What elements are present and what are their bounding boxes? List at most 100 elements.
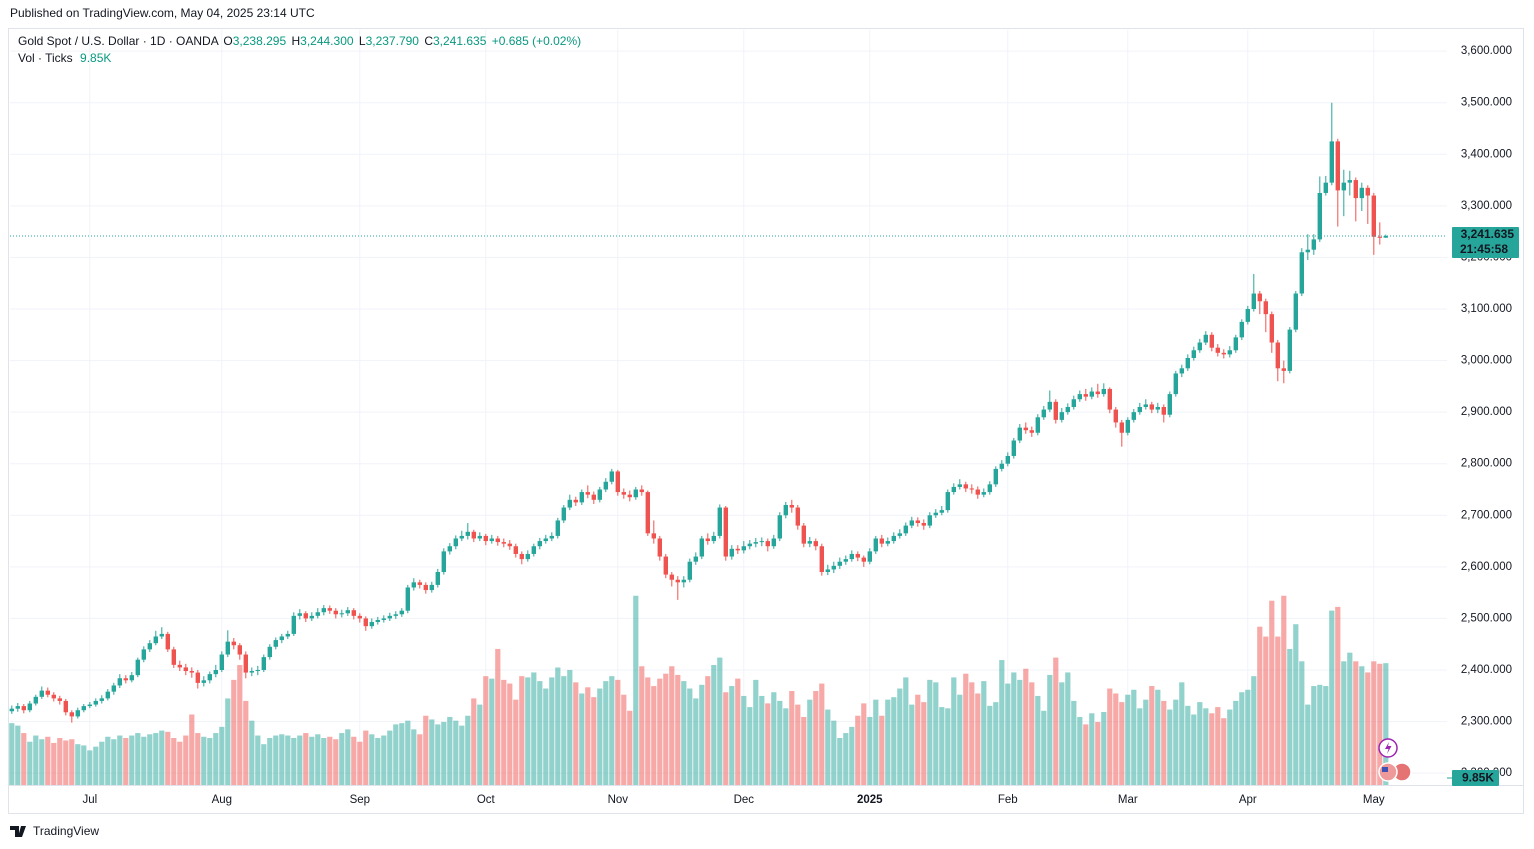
volume-bar bbox=[33, 735, 39, 785]
volume-bar bbox=[1251, 676, 1257, 785]
candle-body bbox=[1365, 187, 1370, 196]
candle-body bbox=[1305, 249, 1310, 253]
volume-bar bbox=[471, 698, 477, 785]
legend-line: Gold Spot / U.S. Dollar · 1D · OANDA O3,… bbox=[18, 34, 581, 48]
candle-body bbox=[1095, 391, 1100, 395]
candle-body bbox=[807, 541, 812, 544]
candle-body bbox=[1113, 409, 1118, 423]
volume-bar bbox=[243, 700, 249, 785]
footer: TradingView bbox=[10, 824, 99, 838]
volume-bar bbox=[447, 716, 453, 785]
candle-body bbox=[1071, 399, 1076, 407]
candle-body bbox=[81, 706, 86, 711]
volume-bar bbox=[1305, 704, 1311, 785]
volume-bar bbox=[1071, 700, 1077, 785]
candle-body bbox=[1257, 293, 1262, 302]
candle-body bbox=[1275, 342, 1280, 369]
candle-body bbox=[207, 674, 212, 681]
volume-bar bbox=[1005, 683, 1011, 785]
volume-bar bbox=[27, 741, 33, 785]
candle-body bbox=[1035, 417, 1040, 433]
volume-bar bbox=[1083, 724, 1089, 785]
volume-bar bbox=[921, 702, 927, 785]
candle-body bbox=[525, 553, 530, 560]
volume-bar bbox=[297, 735, 303, 785]
volume-bar bbox=[129, 735, 135, 785]
candle-body bbox=[1287, 329, 1292, 371]
candle-body bbox=[783, 504, 788, 516]
volume-bar bbox=[423, 715, 429, 785]
volume-bar bbox=[1293, 624, 1299, 785]
volume-bar bbox=[1287, 648, 1293, 785]
chart-frame bbox=[8, 28, 1524, 814]
volume-bar bbox=[501, 679, 507, 785]
volume-bar bbox=[1143, 699, 1149, 785]
candle-body bbox=[501, 542, 506, 544]
volume-bar bbox=[183, 735, 189, 785]
candle-body bbox=[693, 556, 698, 562]
volume-bar bbox=[879, 715, 885, 785]
candle-body bbox=[1065, 406, 1070, 413]
candle-body bbox=[93, 700, 98, 705]
y-tick-label: 3,300.000 bbox=[1461, 200, 1512, 212]
candle-body bbox=[975, 489, 980, 495]
candle-body bbox=[1119, 422, 1124, 433]
candle-body bbox=[351, 610, 356, 616]
candle-body bbox=[159, 633, 164, 637]
volume-bar bbox=[1047, 674, 1053, 785]
volume-bar bbox=[1155, 689, 1161, 785]
candle-body bbox=[201, 680, 206, 683]
candle-body bbox=[345, 610, 350, 614]
candle-body bbox=[1377, 236, 1382, 238]
candle-body bbox=[87, 704, 92, 707]
volume-bar bbox=[309, 736, 315, 785]
candle-body bbox=[1173, 373, 1178, 395]
volume-bar bbox=[255, 735, 261, 785]
volume-pane bbox=[9, 595, 1389, 785]
volume-bar bbox=[453, 720, 459, 785]
candle-body bbox=[669, 574, 674, 580]
candle-body bbox=[531, 546, 536, 554]
x-tick-label: Jul bbox=[82, 794, 97, 806]
volume-bar bbox=[1191, 714, 1197, 785]
candle-body bbox=[129, 675, 134, 681]
volume-bar bbox=[123, 738, 129, 785]
candle-body bbox=[759, 541, 764, 543]
volume-bar bbox=[1113, 693, 1119, 785]
volume-bar bbox=[873, 699, 879, 785]
volume-bar bbox=[777, 700, 783, 785]
candle-body bbox=[753, 542, 758, 544]
volume-bar bbox=[789, 691, 795, 785]
x-tick-label: Oct bbox=[477, 794, 496, 806]
candle-body bbox=[1323, 182, 1328, 193]
candle-body bbox=[969, 488, 974, 490]
candle-body bbox=[39, 690, 44, 697]
candle-body bbox=[1101, 388, 1106, 395]
candle-body bbox=[735, 548, 740, 551]
volume-bar bbox=[849, 726, 855, 785]
volume-bar bbox=[9, 723, 15, 785]
flag-canton bbox=[1382, 767, 1388, 772]
y-tick-label: 3,600.000 bbox=[1461, 45, 1512, 57]
volume-bar bbox=[267, 738, 273, 785]
candle-body bbox=[75, 710, 80, 717]
volume-tag-value: 9.85K bbox=[1462, 771, 1494, 785]
candle-body bbox=[1233, 337, 1238, 351]
candles bbox=[9, 102, 1447, 723]
candle-body bbox=[1281, 368, 1286, 371]
volume-bar bbox=[885, 699, 891, 785]
volume-bar bbox=[585, 687, 591, 785]
volume-bar bbox=[141, 736, 147, 785]
volume-bar bbox=[477, 704, 483, 785]
volume-bar bbox=[549, 677, 555, 785]
candle-body bbox=[1245, 308, 1250, 322]
candle-body bbox=[1005, 455, 1010, 464]
volume-bar bbox=[951, 677, 957, 785]
candle-body bbox=[1179, 368, 1184, 374]
lightning-icon bbox=[1385, 742, 1392, 754]
candle-body bbox=[1161, 406, 1166, 415]
candle-body bbox=[1359, 187, 1364, 199]
volume-bar bbox=[669, 666, 675, 785]
candle-body bbox=[399, 610, 404, 615]
volume-bar bbox=[1059, 682, 1065, 785]
